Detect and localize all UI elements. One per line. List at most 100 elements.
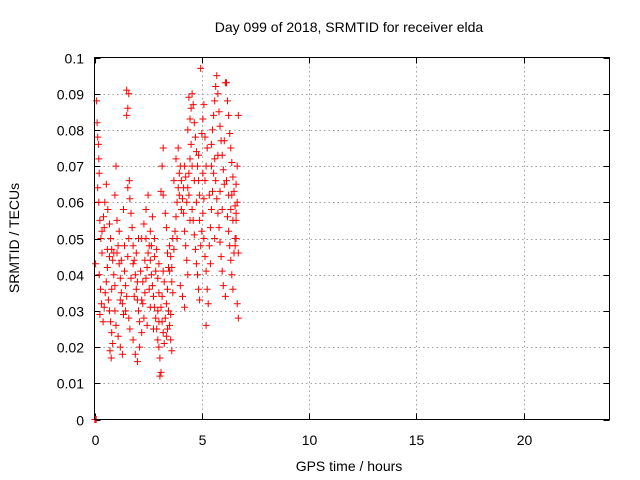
data-point xyxy=(103,245,111,253)
data-point xyxy=(111,282,119,290)
data-point xyxy=(154,336,162,344)
data-point xyxy=(146,227,154,235)
data-point xyxy=(231,202,239,210)
data-point xyxy=(133,358,141,366)
x-tick-label: 20 xyxy=(517,432,533,448)
data-point xyxy=(161,314,169,322)
y-tick-label: 0.01 xyxy=(57,376,84,392)
data-point xyxy=(211,155,219,163)
data-point xyxy=(156,372,164,380)
data-point xyxy=(95,169,103,177)
data-point xyxy=(167,336,175,344)
data-point xyxy=(95,198,103,206)
data-point xyxy=(143,321,151,329)
data-point xyxy=(201,253,209,261)
data-point xyxy=(200,101,208,109)
data-point xyxy=(104,206,112,213)
data-point xyxy=(162,224,170,232)
data-point xyxy=(215,108,223,116)
data-point xyxy=(216,122,224,130)
chart-title: Day 099 of 2018, SRMTID for receiver eld… xyxy=(215,19,484,35)
y-axis-label: SRMTID / TECUs xyxy=(6,183,22,293)
data-point xyxy=(220,137,228,145)
data-point xyxy=(228,271,236,279)
data-point xyxy=(221,292,229,300)
data-point xyxy=(213,72,221,80)
data-point xyxy=(125,90,133,98)
data-point xyxy=(117,256,125,264)
data-point xyxy=(148,213,156,221)
data-point xyxy=(218,206,226,213)
data-point xyxy=(158,162,166,170)
data-point xyxy=(151,253,159,261)
plot-frame xyxy=(94,57,610,420)
data-point xyxy=(113,249,121,257)
data-point xyxy=(147,271,155,279)
data-point xyxy=(124,104,132,112)
data-point xyxy=(160,278,168,286)
data-point xyxy=(140,314,148,322)
data-point xyxy=(100,303,108,311)
data-point xyxy=(227,144,235,152)
data-point xyxy=(215,224,223,232)
data-point xyxy=(115,260,123,268)
data-point xyxy=(192,198,200,206)
data-point xyxy=(217,253,225,261)
data-point xyxy=(95,271,103,279)
data-point xyxy=(214,90,222,98)
data-point xyxy=(233,300,241,308)
data-point xyxy=(187,104,195,112)
data-point xyxy=(130,256,138,264)
data-point xyxy=(94,133,102,141)
data-point xyxy=(211,235,219,242)
data-point xyxy=(234,249,242,257)
data-point xyxy=(155,289,163,297)
data-point xyxy=(112,321,120,329)
data-point xyxy=(206,224,214,232)
data-point xyxy=(216,238,224,246)
data-point xyxy=(180,184,188,192)
x-tick-label: 10 xyxy=(302,432,318,448)
data-point xyxy=(96,216,104,224)
data-point xyxy=(191,133,199,141)
data-point xyxy=(98,227,106,235)
data-point xyxy=(127,209,135,217)
data-point xyxy=(148,282,156,290)
data-point xyxy=(97,235,105,242)
data-point xyxy=(154,307,162,315)
data-point xyxy=(170,245,178,253)
data-point xyxy=(202,321,210,329)
data-point xyxy=(128,224,136,232)
data-point xyxy=(154,274,162,282)
data-point xyxy=(195,151,203,159)
data-point xyxy=(194,271,201,279)
data-point xyxy=(225,111,233,119)
data-point xyxy=(164,325,171,333)
y-tick-label: 0.05 xyxy=(57,232,84,248)
data-point xyxy=(229,285,237,293)
data-point xyxy=(166,321,174,329)
data-point xyxy=(225,227,233,235)
data-point xyxy=(209,187,216,195)
data-point xyxy=(141,256,149,264)
axes: 0 0.01 0.02 0.03 0.04 0.05 0.06 0.07 0.08 0.09 0.1… xyxy=(57,51,610,448)
data-point xyxy=(207,140,215,148)
data-point xyxy=(169,289,177,297)
data-point xyxy=(144,191,152,199)
data-point xyxy=(199,115,207,123)
data-point xyxy=(138,296,146,304)
data-point xyxy=(122,282,130,290)
data-point xyxy=(131,271,139,279)
data-point xyxy=(172,155,180,163)
data-point xyxy=(140,220,148,228)
y-tick-label: 0 xyxy=(76,413,84,429)
data-point xyxy=(189,101,197,109)
data-point xyxy=(190,119,198,127)
data-point xyxy=(210,169,218,177)
data-point xyxy=(114,242,122,250)
data-point xyxy=(192,148,200,156)
data-point xyxy=(164,285,171,293)
data-point xyxy=(190,177,198,185)
data-point xyxy=(209,126,216,134)
data-point xyxy=(116,296,124,304)
